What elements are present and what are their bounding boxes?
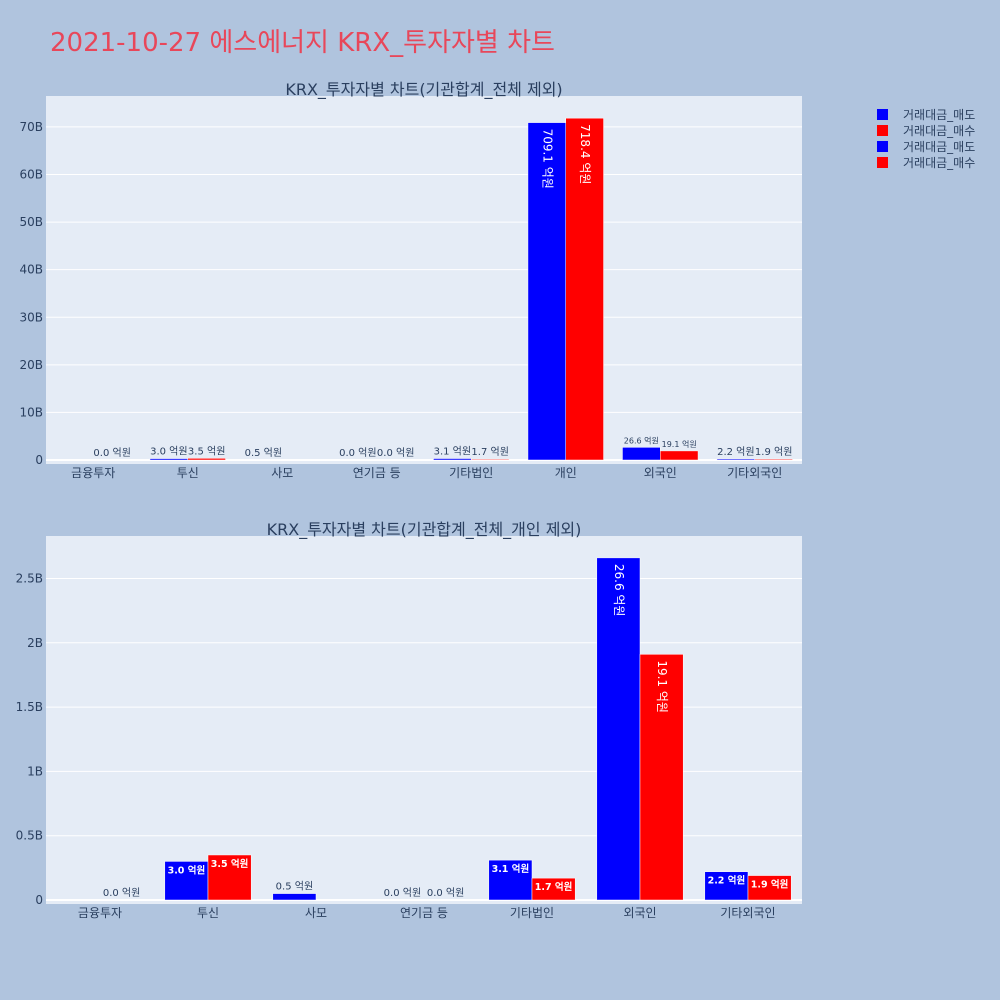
data-label: 718.4 억원	[578, 124, 592, 184]
bar	[565, 117, 604, 461]
bar	[622, 447, 661, 461]
bar	[704, 871, 749, 901]
x-tick-label: 기타법인	[510, 906, 554, 920]
bar	[149, 458, 188, 461]
data-label: 26.6 억원	[624, 435, 659, 445]
x-tick-label: 금융투자	[78, 906, 122, 920]
data-label: 0.5 억원	[245, 447, 282, 459]
data-label: 3.0 억원	[168, 864, 206, 876]
data-label: 2.2 억원	[708, 875, 746, 887]
bar	[187, 458, 226, 461]
bar	[164, 861, 209, 901]
y-tick-label: 1.5B	[16, 700, 43, 714]
data-label: 0.0 억원	[427, 887, 464, 899]
data-label: 26.6 억원	[612, 564, 626, 617]
page-title: 2021-10-27 에스에너지 KRX_투자자별 차트	[50, 28, 555, 58]
legend-label: 거래대금_매도	[903, 108, 975, 122]
y-tick-label: 10B	[19, 405, 43, 419]
x-tick-label: 기타외국인	[727, 466, 782, 480]
data-label: 1.9 억원	[755, 446, 792, 458]
chart-title: KRX_투자자별 차트(기관합계_전체 제외)	[285, 80, 562, 100]
data-label: 19.1 억원	[655, 660, 669, 713]
x-tick-label: 사모	[305, 906, 327, 920]
y-tick-label: 30B	[19, 310, 43, 324]
bar	[433, 458, 472, 461]
data-label: 3.1 억원	[492, 863, 530, 875]
data-label: 1.9 억원	[751, 879, 789, 891]
legend-swatch	[877, 109, 888, 120]
bar	[754, 458, 793, 461]
chart-title: KRX_투자자별 차트(기관합계_전체_개인 제외)	[267, 520, 582, 540]
legend-swatch	[877, 125, 888, 136]
bar	[596, 557, 641, 901]
x-tick-label: 외국인	[623, 906, 656, 920]
x-tick-label: 개인	[555, 466, 577, 480]
data-label: 0.0 억원	[384, 887, 421, 899]
x-tick-label: 연기금 등	[400, 906, 448, 920]
data-label: 0.0 억원	[93, 447, 130, 459]
data-label: 0.0 억원	[377, 447, 414, 459]
x-tick-label: 기타법인	[449, 466, 493, 480]
y-tick-label: 1B	[27, 764, 43, 778]
bar	[531, 877, 576, 901]
legend-label: 거래대금_매수	[903, 156, 975, 170]
y-tick-label: 70B	[19, 120, 43, 134]
bar	[639, 654, 684, 901]
legend-label: 거래대금_매수	[903, 124, 975, 138]
data-label: 0.5 억원	[276, 881, 313, 893]
legend-swatch	[877, 141, 888, 152]
data-label: 19.1 억원	[662, 439, 697, 449]
data-label: 0.0 억원	[103, 887, 140, 899]
legend-swatch	[877, 157, 888, 168]
data-label: 1.7 억원	[471, 446, 508, 458]
data-label: 3.5 억원	[188, 445, 225, 457]
data-label: 709.1 억원	[540, 129, 554, 189]
y-tick-label: 0	[35, 453, 43, 467]
bar	[716, 458, 756, 461]
bar	[471, 458, 510, 461]
x-tick-label: 외국인	[644, 466, 677, 480]
bar	[527, 122, 567, 461]
x-tick-label: 투신	[177, 466, 199, 480]
y-tick-label: 0	[35, 893, 43, 907]
x-tick-label: 투신	[197, 906, 219, 920]
data-label: 1.7 억원	[535, 881, 573, 893]
y-tick-label: 20B	[19, 358, 43, 372]
y-tick-label: 60B	[19, 168, 43, 182]
x-tick-label: 연기금 등	[353, 466, 401, 480]
plot-area	[46, 536, 802, 904]
y-tick-label: 2B	[27, 636, 43, 650]
plot-area	[46, 96, 802, 464]
bar	[272, 893, 317, 901]
y-tick-label: 2.5B	[16, 571, 43, 585]
bar	[747, 875, 792, 901]
y-tick-label: 50B	[19, 215, 43, 229]
data-label: 2.2 억원	[717, 446, 754, 458]
y-tick-label: 0.5B	[16, 829, 43, 843]
data-label: 3.5 억원	[211, 858, 249, 870]
data-label: 3.1 억원	[434, 446, 471, 458]
data-label: 3.0 억원	[150, 446, 187, 458]
bar	[207, 854, 252, 901]
x-tick-label: 사모	[271, 466, 293, 480]
x-tick-label: 금융투자	[71, 466, 115, 480]
y-tick-label: 40B	[19, 263, 43, 277]
x-tick-label: 기타외국인	[720, 906, 775, 920]
bar	[660, 450, 699, 461]
legend-label: 거래대금_매도	[903, 140, 975, 154]
data-label: 0.0 억원	[339, 447, 376, 459]
